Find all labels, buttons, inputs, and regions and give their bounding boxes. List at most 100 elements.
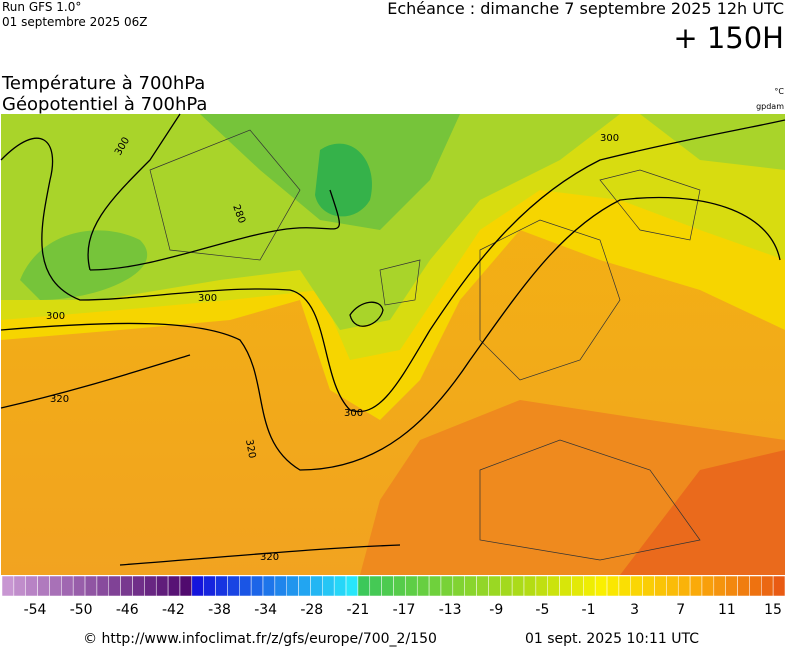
contour-label: 300 bbox=[600, 133, 619, 144]
colorbar-cell bbox=[713, 575, 726, 597]
contour-label: 320 bbox=[50, 394, 69, 405]
colorbar-cell bbox=[227, 575, 240, 597]
colorbar-cell bbox=[511, 575, 525, 597]
colorbar-cell bbox=[393, 575, 406, 597]
contour-label: 320 bbox=[260, 552, 279, 563]
colorbar-tick-label: -42 bbox=[162, 602, 185, 618]
colorbar-tick-label: 15 bbox=[764, 602, 782, 618]
colorbar-cell bbox=[523, 575, 537, 597]
title-temperature: Température à 700hPa bbox=[1, 73, 205, 94]
valid-time: Echéance : dimanche 7 septembre 2025 12h… bbox=[387, 0, 784, 18]
colorbar-cell bbox=[1, 575, 15, 597]
colorbar-cell bbox=[677, 575, 691, 597]
colorbar-cell bbox=[49, 575, 62, 597]
colorbar-tick-label: 3 bbox=[630, 602, 639, 618]
colorbar-tick-label: -50 bbox=[70, 602, 93, 618]
colorbar-cell bbox=[547, 575, 560, 597]
colorbar-tick-label: -46 bbox=[116, 602, 139, 618]
colorbar-tick-label: -9 bbox=[489, 602, 503, 618]
colorbar-cell bbox=[642, 575, 655, 597]
colorbar-cell bbox=[452, 575, 465, 597]
colorbar-cell bbox=[132, 575, 145, 597]
lead-time: + 150H bbox=[673, 21, 784, 55]
colorbar-cell bbox=[179, 575, 193, 597]
colorbar-cell bbox=[405, 575, 418, 597]
colorbar: -54 -50 -46 -42 -38 -34 -28 -21 -17 -13 -9 -5 -1 3 7 11… bbox=[1, 575, 786, 618]
colorbar-cell bbox=[571, 575, 584, 597]
colorbar-cell bbox=[274, 575, 287, 597]
unit-temperature: °C bbox=[774, 87, 784, 96]
colorbar-tick-label: -28 bbox=[300, 602, 323, 618]
colorbar-cell bbox=[298, 575, 311, 597]
colorbar-cell bbox=[84, 575, 98, 597]
map: 300 280 300 300 300 300 320 320 320 bbox=[0, 113, 786, 575]
contour-label: 300 bbox=[46, 311, 65, 322]
colorbar-cell bbox=[357, 575, 371, 597]
run-date: 01 septembre 2025 06Z bbox=[2, 15, 147, 29]
colorbar-tick-label: -5 bbox=[535, 602, 549, 618]
colorbar-cell bbox=[630, 575, 643, 597]
contour-label: 300 bbox=[344, 408, 363, 419]
colorbar-cell bbox=[203, 575, 216, 597]
colorbar-cell bbox=[13, 575, 26, 597]
colorbar-cell bbox=[108, 575, 121, 597]
colorbar-cell bbox=[618, 575, 632, 597]
colorbar-cell bbox=[25, 575, 38, 597]
colorbar-cell bbox=[654, 575, 667, 597]
colorbar-cell bbox=[120, 575, 133, 597]
colorbar-cell bbox=[250, 575, 264, 597]
colorbar-cell bbox=[440, 575, 454, 597]
colorbar-cell bbox=[167, 575, 181, 597]
colorbar-tick-label: -34 bbox=[254, 602, 277, 618]
colorbar-cell bbox=[72, 575, 86, 597]
colorbar-cell bbox=[594, 575, 608, 597]
contour-label: 300 bbox=[198, 293, 217, 304]
colorbar-cell bbox=[144, 575, 157, 597]
colorbar-cell bbox=[701, 575, 715, 597]
colorbar-cell bbox=[155, 575, 169, 597]
colorbar-cell bbox=[583, 575, 596, 597]
colorbar-tick-label: -17 bbox=[393, 602, 416, 618]
colorbar-cell bbox=[61, 575, 74, 597]
colorbar-tick-label: -21 bbox=[346, 602, 369, 618]
colorbar-cell bbox=[96, 575, 110, 597]
colorbar-cell bbox=[239, 575, 252, 597]
colorbar-tick-label: 11 bbox=[718, 602, 736, 618]
colorbar-cell bbox=[488, 575, 501, 597]
colorbar-cell bbox=[428, 575, 442, 597]
colorbar-cell bbox=[322, 575, 335, 597]
colorbar-tick-label: -54 bbox=[24, 602, 47, 618]
colorbar-cell bbox=[416, 575, 430, 597]
colorbar-cell bbox=[191, 575, 204, 597]
contours bbox=[0, 113, 786, 566]
footer-date: 01 sept. 2025 10:11 UTC bbox=[525, 631, 699, 647]
colorbar-cell bbox=[369, 575, 382, 597]
colorbar-tick-label: -1 bbox=[582, 602, 596, 618]
colorbar-cell bbox=[215, 575, 228, 597]
colorbar-cell bbox=[37, 575, 50, 597]
colorbar-cell bbox=[535, 575, 548, 597]
colorbar-cell bbox=[749, 575, 762, 597]
colorbar-cell bbox=[333, 575, 347, 597]
colorbar-cell bbox=[606, 575, 620, 597]
footer-source: © http://www.infoclimat.fr/z/gfs/europe/… bbox=[83, 631, 437, 647]
colorbar-cell bbox=[666, 575, 679, 597]
title-geopotential: Géopotentiel à 700hPa bbox=[2, 94, 207, 115]
run-label: Run GFS 1.0° bbox=[2, 0, 81, 14]
colorbar-cell bbox=[464, 575, 477, 597]
colorbar-cell bbox=[310, 575, 323, 597]
contour-label: 320 bbox=[243, 439, 257, 460]
colorbar-cell bbox=[761, 575, 774, 597]
colorbar-cell bbox=[381, 575, 394, 597]
colorbar-cell bbox=[500, 575, 513, 597]
colorbar-tick-label: -38 bbox=[208, 602, 231, 618]
colorbar-cell bbox=[345, 575, 359, 597]
unit-geopotential: gpdam bbox=[756, 102, 784, 111]
colorbar-cell bbox=[772, 575, 786, 597]
colorbar-cell bbox=[262, 575, 276, 597]
colorbar-cell bbox=[286, 575, 299, 597]
colorbar-cell bbox=[559, 575, 572, 597]
colorbar-cell bbox=[476, 575, 489, 597]
colorbar-cell bbox=[725, 575, 738, 597]
